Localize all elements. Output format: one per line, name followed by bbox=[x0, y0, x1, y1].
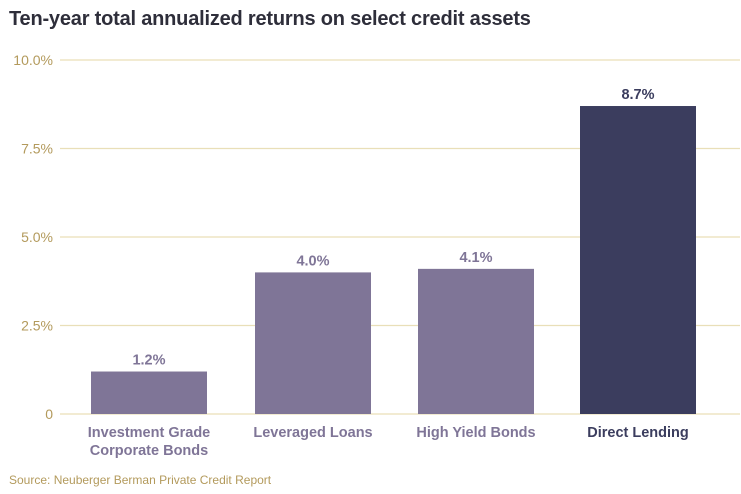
y-tick-label: 7.5% bbox=[21, 141, 53, 157]
category-label: Corporate Bonds bbox=[90, 443, 208, 459]
y-axis-ticks: 0 2.5% 5.0% 7.5% 10.0% bbox=[13, 52, 53, 422]
category-label: Leveraged Loans bbox=[253, 425, 372, 441]
source-note: Source: Neuberger Berman Private Credit … bbox=[9, 473, 272, 487]
bar bbox=[580, 106, 696, 415]
bar bbox=[255, 272, 371, 414]
y-tick-label: 0 bbox=[45, 406, 53, 422]
bar bbox=[91, 371, 207, 414]
value-label: 4.0% bbox=[296, 253, 329, 269]
y-tick-label: 10.0% bbox=[13, 52, 53, 68]
bars bbox=[91, 106, 696, 415]
value-labels: 1.2% 4.0% 4.1% 8.7% bbox=[132, 87, 654, 369]
y-tick-label: 2.5% bbox=[21, 318, 53, 334]
category-label: Direct Lending bbox=[587, 425, 689, 441]
value-label: 8.7% bbox=[621, 87, 654, 103]
category-labels: Investment Grade Corporate Bonds Leveraged… bbox=[88, 425, 689, 459]
y-tick-label: 5.0% bbox=[21, 229, 53, 245]
value-label: 4.1% bbox=[459, 250, 492, 266]
category-label: Investment Grade bbox=[88, 425, 211, 441]
value-label: 1.2% bbox=[132, 353, 165, 369]
chart-title: Ten-year total annualized returns on sel… bbox=[9, 8, 531, 30]
bar bbox=[418, 268, 534, 414]
category-label: High Yield Bonds bbox=[416, 425, 535, 441]
